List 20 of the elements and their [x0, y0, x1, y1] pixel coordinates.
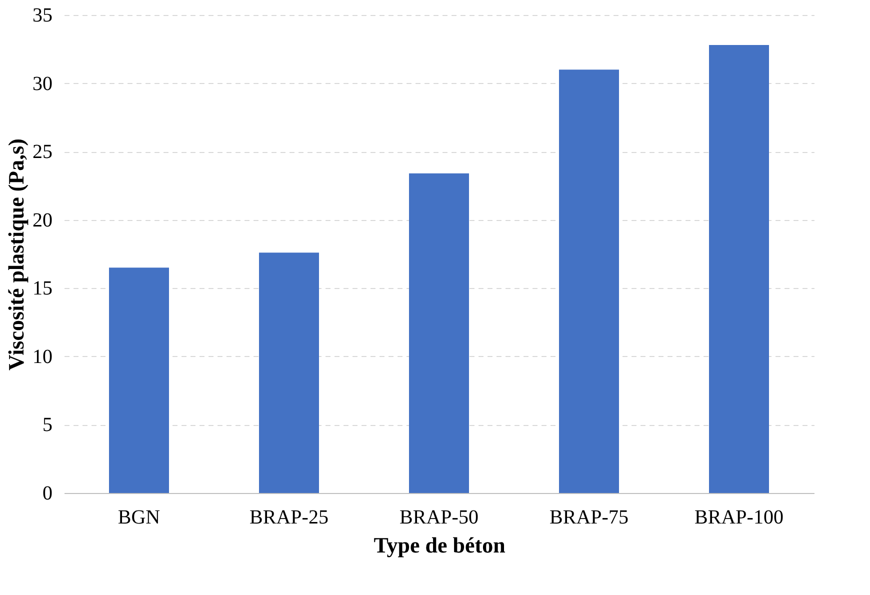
x-tick-label: BRAP-100 — [694, 506, 784, 528]
bar — [259, 252, 319, 493]
bar — [409, 173, 469, 493]
y-tick-label: 35 — [32, 4, 52, 26]
y-tick-label: 10 — [32, 346, 52, 368]
x-tick-label: BRAP-75 — [550, 506, 628, 528]
x-tick-label: BRAP-25 — [250, 506, 328, 528]
y-tick-label: 15 — [32, 278, 52, 300]
x-tick-label: BGN — [118, 506, 160, 528]
bar — [109, 268, 169, 493]
y-tick-label: 30 — [32, 72, 52, 95]
y-tick-label: 0 — [42, 482, 52, 504]
x-tick-label: BRAP-50 — [400, 506, 478, 528]
bar — [709, 45, 769, 493]
y-axis-title: Viscosité plastique (Pa,s) — [4, 138, 28, 371]
x-axis-title: Type de béton — [374, 532, 506, 558]
y-tick-label: 5 — [42, 414, 52, 436]
y-tick-label: 25 — [32, 141, 52, 164]
bar — [559, 70, 619, 493]
y-tick-label: 20 — [32, 209, 52, 232]
